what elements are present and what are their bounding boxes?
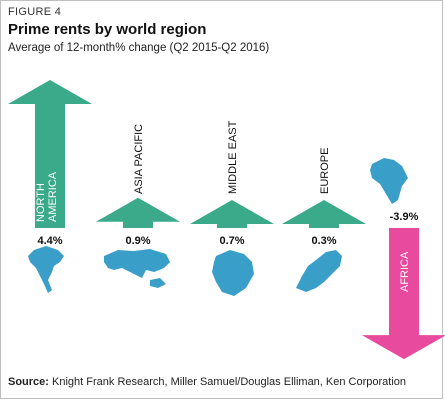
value-label-0: 4.4% bbox=[37, 235, 62, 247]
bar-arrow-2 bbox=[190, 200, 274, 228]
category-label-4: AFRICA bbox=[399, 251, 411, 292]
source-label: Source: bbox=[8, 376, 49, 388]
bar-arrow-1 bbox=[96, 197, 180, 228]
bar-arrow-0 bbox=[8, 80, 92, 228]
africa-map-icon bbox=[370, 158, 408, 204]
category-label-0: NORTHAMERICA bbox=[35, 171, 59, 222]
source-note: Source: Knight Frank Research, Miller Sa… bbox=[8, 376, 406, 388]
value-label-4: -3.9% bbox=[390, 211, 419, 223]
bar-arrow-4 bbox=[362, 228, 445, 360]
value-label-3: 0.3% bbox=[311, 235, 336, 247]
north-america-map-icon bbox=[28, 246, 64, 293]
europe-map-icon bbox=[296, 250, 342, 292]
category-label-1: ASIA PACIFIC bbox=[133, 124, 145, 194]
figure-label: FIGURE 4 bbox=[8, 6, 62, 18]
bar-arrow-3 bbox=[282, 200, 366, 228]
value-label-1: 0.9% bbox=[125, 235, 150, 247]
source-text: Knight Frank Research, Miller Samuel/Dou… bbox=[48, 376, 407, 388]
chart-title: Prime rents by world region bbox=[8, 21, 207, 38]
category-label-3: EUROPE bbox=[319, 148, 331, 194]
asia-pacific-map-icon bbox=[104, 249, 170, 288]
value-label-2: 0.7% bbox=[219, 235, 244, 247]
middle-east-map-icon bbox=[212, 250, 254, 296]
chart-subtitle: Average of 12-month% change (Q2 2015-Q2 … bbox=[8, 42, 270, 54]
category-label-2: MIDDLE EAST bbox=[227, 120, 239, 194]
